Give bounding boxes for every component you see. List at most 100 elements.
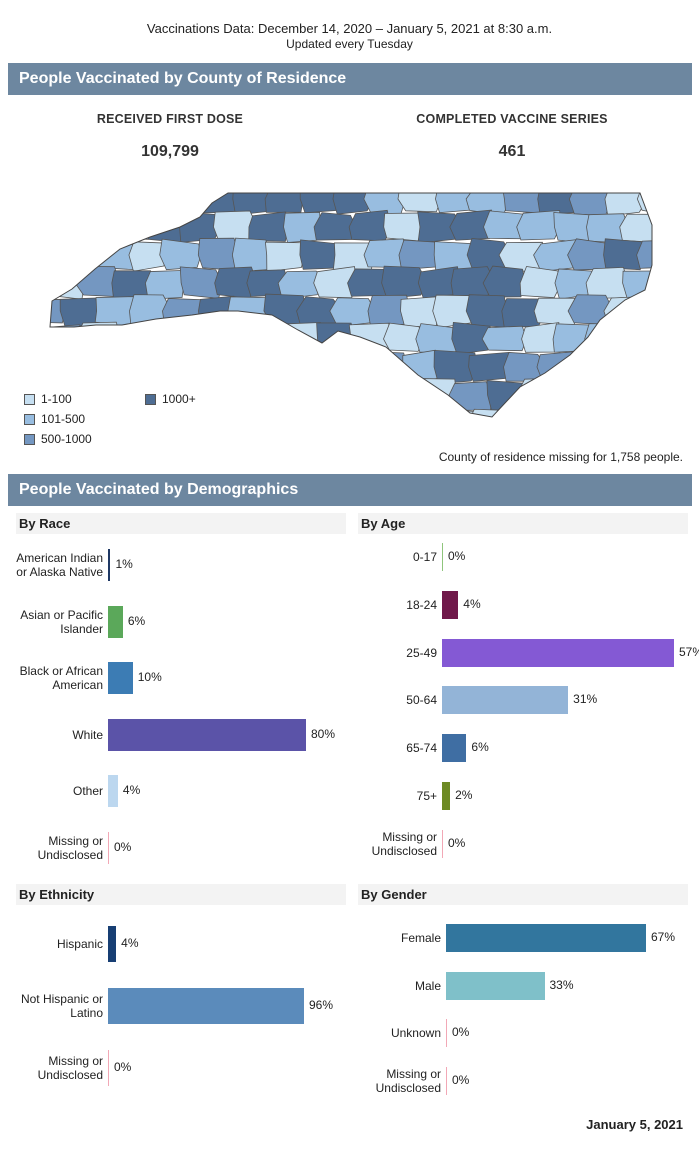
county-shape: [210, 323, 254, 354]
county-shape: [653, 323, 670, 354]
category-label-unknown: Unknown: [390, 1026, 441, 1040]
county-shape: [76, 378, 119, 412]
county-shape: [246, 323, 288, 355]
county-shape: [108, 212, 152, 240]
category-label-75: 75+: [416, 789, 437, 803]
completed-series-value: 461: [498, 143, 526, 160]
county-shape: [57, 193, 101, 214]
county-shape: [568, 350, 610, 384]
county-shape: [299, 405, 339, 417]
value-label-male: 33%: [549, 977, 574, 992]
county-shape: [519, 266, 563, 299]
county-shape: [232, 193, 274, 216]
category-label-missing-or-undisclosed: Missing or Undisclosed: [375, 1066, 441, 1095]
county-shape: [363, 351, 408, 383]
county-shape: [619, 213, 652, 243]
county-shape: [213, 379, 254, 410]
county-shape: [585, 379, 630, 413]
bar-asian-or-pacific-islander: [108, 605, 123, 638]
missing-county-note: County of residence missing for 1,758 pe…: [438, 450, 683, 464]
value-label-female: 67%: [651, 930, 676, 944]
category-label-hispanic: Hispanic: [56, 937, 103, 951]
bar-male: [446, 971, 545, 1000]
county-shape: [50, 193, 69, 214]
county-shape: [248, 211, 289, 242]
value-label-other: 4%: [122, 783, 141, 797]
value-label-50-64: 31%: [573, 692, 598, 707]
county-shape: [516, 377, 560, 410]
county-section-title: People Vaccinated by County of Residence: [8, 63, 692, 95]
bar-18-24: [442, 590, 459, 619]
county-shape: [331, 408, 374, 417]
value-label-missing-or-undisclosed: 0%: [452, 1072, 470, 1087]
race-chart: By Race American Indian or Alaska Native…: [16, 513, 346, 873]
county-shape: [637, 297, 652, 328]
county-shape: [621, 379, 652, 412]
legend-swatch: [24, 393, 35, 405]
county-shape: [229, 409, 276, 417]
county-shape: [537, 405, 579, 417]
legend-label: 1000+: [162, 392, 196, 406]
age-chart-title: By Age: [358, 513, 688, 534]
category-label-50-64: 50-64: [406, 693, 437, 708]
county-shape: [50, 324, 87, 356]
county-shape: [299, 193, 341, 214]
county-shape: [196, 351, 239, 380]
legend-item-1000-plus: 1000+: [145, 392, 196, 406]
value-label-american-indian-or-alaska-native: 1%: [115, 557, 133, 571]
bar-missing-or-undisclosed: [446, 1066, 447, 1095]
county-shape: [159, 193, 206, 215]
county-shape: [380, 379, 429, 412]
bar-black-or-african-american: [108, 662, 133, 694]
legend-swatch: [145, 393, 156, 405]
bar-0-17: [442, 543, 443, 571]
county-shape: [383, 212, 423, 242]
value-label-65-74: 6%: [471, 740, 489, 755]
bar-missing-or-undisclosed: [108, 831, 109, 864]
county-shape: [381, 265, 429, 299]
county-shape: [161, 407, 202, 417]
county-shape: [281, 381, 322, 413]
bar-25-49: [442, 638, 674, 667]
bar-missing-or-undisclosed: [442, 829, 443, 858]
category-label-asian-or-pacific-islander: Asian or Pacific Islander: [20, 607, 103, 636]
county-shape: [622, 270, 652, 300]
county-shape: [604, 193, 648, 217]
ethnicity-chart: By Ethnicity Hispanic 4% Not Hispanic or L…: [16, 884, 346, 1094]
category-label-american-indian-or-alaska-native: American Indian or Alaska Native: [16, 551, 103, 579]
county-shape: [50, 210, 88, 241]
county-shape: [264, 193, 304, 213]
county-shape: [569, 408, 612, 417]
update-frequency-text: Updated every Tuesday: [286, 37, 413, 51]
bar-65-74: [442, 734, 467, 763]
bar-unknown: [446, 1019, 447, 1047]
county-shape: [400, 410, 442, 417]
county-shape: [298, 350, 339, 384]
bar-75: [442, 782, 451, 810]
category-label-25-49: 25-49: [406, 645, 437, 660]
gender-chart-title: By Gender: [358, 884, 688, 905]
county-shape: [313, 266, 357, 299]
county-shape: [143, 325, 186, 355]
value-label-white: 80%: [311, 726, 336, 741]
county-shape: [57, 238, 105, 271]
bar-female: [446, 924, 646, 952]
county-shape: [162, 298, 203, 327]
county-shape: [177, 321, 224, 356]
county-shape: [92, 193, 140, 215]
gender-chart: By Gender Female 67% Male 33% Unknown 0% Missi…: [358, 884, 688, 1095]
county-shape: [313, 378, 360, 411]
legend-label: 1-100: [41, 392, 72, 406]
legend-item-1-100: 1-100: [24, 392, 72, 406]
county-shape: [196, 406, 240, 417]
county-shape: [465, 294, 508, 328]
legend-swatch: [24, 413, 35, 425]
county-shape: [244, 382, 288, 410]
county-shape: [73, 210, 120, 241]
value-label-18-24: 4%: [463, 596, 481, 611]
county-shape: [346, 378, 394, 412]
county-shape: [655, 210, 670, 243]
county-shape: [383, 322, 423, 352]
county-shape: [482, 265, 526, 298]
county-shape: [264, 241, 306, 272]
